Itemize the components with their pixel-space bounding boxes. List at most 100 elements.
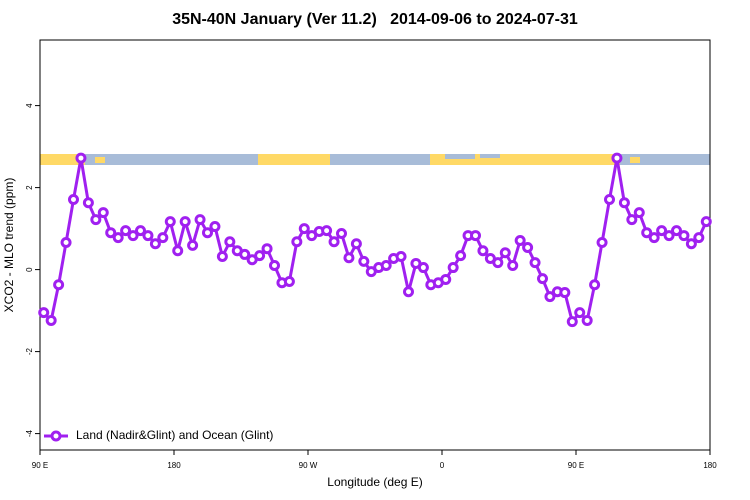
land-strip — [95, 157, 105, 163]
ocean-strip — [330, 154, 430, 165]
x-tick-label: 180 — [167, 461, 181, 470]
data-point — [395, 250, 407, 262]
data-point — [127, 230, 139, 242]
legend-label: Land (Nadir&Glint) and Ocean (Glint) — [76, 428, 273, 442]
y-axis-label: XCO2 - MLO trend (ppm) — [2, 178, 16, 313]
ocean-strip — [650, 154, 710, 165]
data-point — [105, 227, 117, 239]
data-point — [492, 257, 504, 269]
land-strip — [258, 154, 330, 165]
data-point — [470, 230, 481, 242]
x-tick-label: 90 E — [32, 461, 48, 470]
data-point — [440, 273, 452, 285]
data-point — [514, 234, 526, 246]
data-point — [53, 279, 65, 291]
x-axis-label: Longitude (deg E) — [327, 475, 422, 489]
data-point — [641, 227, 653, 239]
data-point — [663, 230, 675, 242]
data-point — [574, 307, 586, 319]
data-point — [656, 225, 668, 237]
data-point — [75, 152, 87, 164]
land-strip — [40, 154, 85, 165]
data-point — [336, 228, 347, 240]
data-point — [507, 260, 519, 271]
data-point — [350, 238, 362, 250]
data-point — [283, 275, 295, 287]
data-point — [671, 225, 682, 237]
data-point — [417, 262, 429, 274]
data-point — [68, 193, 79, 205]
data-point — [604, 193, 615, 205]
x-tick-label: 90 W — [299, 461, 318, 470]
data-point — [380, 260, 392, 271]
data-point — [403, 286, 414, 298]
data-point — [172, 245, 184, 257]
data-point — [596, 237, 608, 249]
plot-frame — [39, 39, 711, 451]
data-point — [581, 314, 593, 326]
x-tick-label: 90 E — [568, 461, 584, 470]
data-point — [343, 252, 355, 264]
ocean-strip — [445, 154, 475, 159]
data-point — [693, 232, 705, 244]
data-point — [38, 307, 50, 319]
data-point — [529, 257, 541, 269]
land-strip — [630, 157, 640, 163]
data-point — [269, 260, 280, 271]
data-point — [45, 314, 57, 326]
data-point — [149, 238, 161, 250]
ocean-strip — [115, 154, 258, 165]
y-tick-label: 0 — [25, 267, 34, 272]
data-point — [157, 232, 169, 244]
data-point — [135, 225, 146, 237]
data-point — [447, 262, 459, 274]
data-point — [82, 197, 94, 209]
data-point — [618, 197, 630, 209]
data-point — [202, 227, 213, 239]
data-point — [678, 230, 690, 242]
data-point — [224, 236, 236, 248]
data-point — [626, 214, 638, 226]
data-point — [544, 291, 556, 303]
data-point — [291, 236, 303, 248]
data-point — [187, 239, 199, 251]
land-strip — [430, 154, 520, 165]
data-point — [455, 250, 467, 262]
data-point — [589, 279, 601, 291]
x-tick-label: 180 — [703, 461, 717, 470]
data-point — [559, 287, 571, 299]
data-point — [209, 221, 221, 233]
y-tick-label: 4 — [25, 103, 34, 108]
data-point — [321, 225, 333, 237]
land-ocean-band — [40, 154, 710, 165]
land-strip — [520, 154, 620, 165]
data-point — [477, 245, 489, 257]
data-point — [633, 207, 645, 219]
data-point — [120, 225, 132, 237]
y-tick-label: 2 — [25, 185, 34, 190]
data-point — [97, 207, 109, 219]
data-point — [499, 247, 511, 259]
ocean-strip — [480, 154, 500, 158]
data-point — [328, 236, 340, 248]
data-point — [239, 248, 251, 260]
data-point — [164, 216, 176, 228]
data-point — [358, 255, 370, 267]
data-point — [611, 152, 623, 164]
data-point — [261, 243, 273, 255]
data-point — [298, 223, 310, 235]
data-point — [216, 250, 228, 262]
data-point — [60, 237, 72, 249]
data-point — [648, 232, 660, 244]
data-point — [685, 238, 697, 250]
data-point — [142, 230, 154, 242]
data-point — [254, 250, 266, 262]
data-point — [90, 214, 102, 226]
series-line — [42, 157, 708, 325]
data-point — [700, 216, 712, 228]
y-tick-label: -4 — [25, 429, 34, 437]
x-tick-label: 0 — [440, 461, 445, 470]
chart-title: 35N-40N January (Ver 11.2) 2014-09-06 to… — [172, 11, 578, 28]
legend-marker — [50, 430, 62, 442]
